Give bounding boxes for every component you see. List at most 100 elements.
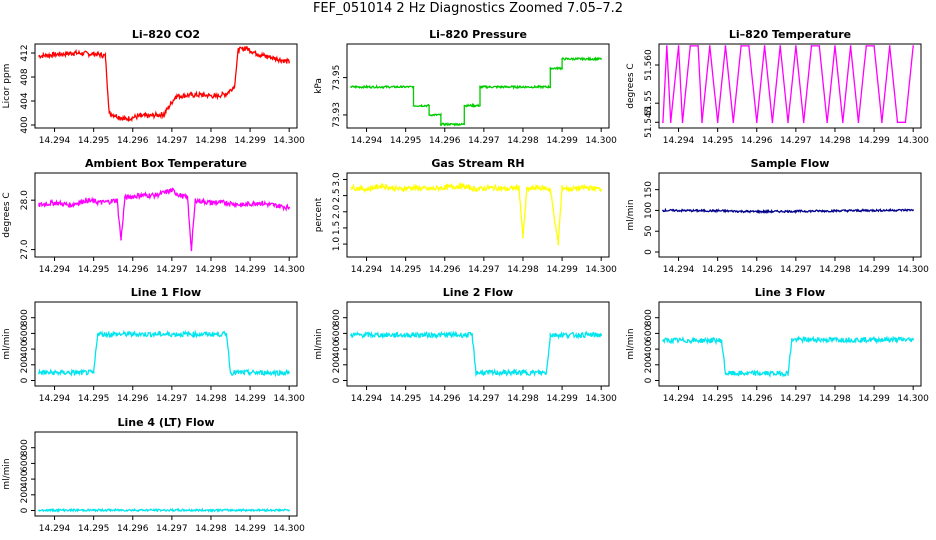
x-tick-label: 14.294 xyxy=(39,265,71,275)
x-tick-label: 14.297 xyxy=(156,394,188,404)
data-point xyxy=(763,45,766,47)
x-tick-label: 14.295 xyxy=(78,524,110,534)
y-axis-label: ml/min xyxy=(314,328,324,359)
data-point xyxy=(662,121,664,124)
y-tick-label: 800 xyxy=(20,439,30,456)
y-tick-label: 1.5 xyxy=(332,221,342,235)
data-point xyxy=(545,371,548,374)
x-tick-label: 14.300 xyxy=(585,136,617,146)
data-point xyxy=(350,186,352,189)
data-point xyxy=(561,58,563,60)
x-tick-label: 14.297 xyxy=(468,265,500,275)
data-point xyxy=(666,45,668,47)
x-tick-label: 14.295 xyxy=(390,265,422,275)
data-point xyxy=(904,121,907,124)
chart-title: Li–820 Pressure xyxy=(429,28,527,41)
data-point xyxy=(549,188,552,190)
y-tick-label: 200 xyxy=(644,356,654,373)
y-axis-label: ml/min xyxy=(626,199,636,230)
x-tick-label: 14.297 xyxy=(468,394,500,404)
chart-title: Line 2 Flow xyxy=(443,286,513,299)
plot-frame xyxy=(658,43,922,129)
data-point xyxy=(264,55,267,57)
data-point xyxy=(557,243,559,245)
data-point xyxy=(720,339,723,342)
data-point xyxy=(669,121,672,124)
data-point xyxy=(716,121,719,124)
data-point xyxy=(412,86,415,88)
page-title: FEF_051014 2 Hz Diagnostics Zoomed 7.05–… xyxy=(312,1,624,16)
data-point xyxy=(471,334,473,336)
data-point xyxy=(912,338,914,341)
data-point xyxy=(92,509,95,511)
data-point xyxy=(701,121,703,124)
y-tick-label: 2.5 xyxy=(332,188,342,202)
chart-title: Gas Stream RH xyxy=(431,157,524,170)
series-line xyxy=(350,182,602,246)
x-tick-label: 14.295 xyxy=(78,136,110,146)
y-tick-label: 51.545 xyxy=(644,107,654,139)
x-tick-label: 14.294 xyxy=(663,136,695,146)
data-point xyxy=(225,93,228,95)
x-tick-label: 14.295 xyxy=(390,136,422,146)
data-point xyxy=(85,199,87,201)
x-tick-label: 14.298 xyxy=(195,394,227,404)
y-tick-label: 0 xyxy=(644,249,654,255)
y-tick-label: 600 xyxy=(644,325,654,342)
x-tick-label: 14.296 xyxy=(117,265,149,275)
data-point xyxy=(881,121,883,124)
chart-title: Line 3 Flow xyxy=(755,286,825,299)
y-axis-label: degrees C xyxy=(626,63,636,108)
y-tick-label: 100 xyxy=(644,202,654,219)
data-point xyxy=(561,67,563,70)
x-tick-label: 14.297 xyxy=(156,136,188,146)
y-tick-label: 0 xyxy=(20,507,30,513)
x-tick-label: 14.296 xyxy=(429,136,461,146)
y-axis-label: percent xyxy=(314,197,324,232)
data-point xyxy=(755,121,758,124)
data-point xyxy=(38,371,40,374)
series-line xyxy=(350,330,602,378)
data-point xyxy=(561,186,563,189)
y-tick-label: 200 xyxy=(20,486,30,503)
y-tick-label: 800 xyxy=(20,309,30,326)
data-point xyxy=(412,104,415,107)
x-tick-label: 14.299 xyxy=(234,136,266,146)
y-tick-label: 50 xyxy=(644,225,654,237)
plot-frame xyxy=(658,172,922,258)
data-point xyxy=(724,45,727,47)
data-point xyxy=(600,334,602,336)
chart-panel-6: Sample Flow ml/min 14.294 14.295 14.296 14.29… xyxy=(626,157,929,275)
y-tick-label: 0 xyxy=(20,377,30,383)
x-tick-label: 14.297 xyxy=(780,394,812,404)
x-tick-label: 14.299 xyxy=(858,136,890,146)
data-point xyxy=(537,186,540,189)
y-axis-label: ml/min xyxy=(626,328,636,359)
data-point xyxy=(681,121,684,124)
x-tick-label: 14.294 xyxy=(39,394,71,404)
chart-title: Ambient Box Temperature xyxy=(85,157,247,170)
x-tick-label: 14.300 xyxy=(273,394,305,404)
series-line xyxy=(38,187,290,252)
x-tick-label: 14.298 xyxy=(195,524,227,534)
y-tick-label: 51.55 xyxy=(644,90,654,116)
x-tick-label: 14.300 xyxy=(273,136,305,146)
data-point xyxy=(225,201,228,204)
plot-frame xyxy=(658,301,922,387)
data-point xyxy=(237,49,240,51)
data-point xyxy=(174,95,177,97)
chart-panel-9: Line 3 Flow ml/min 14.294 14.295 14.296 14.29… xyxy=(626,286,929,404)
y-tick-label: 400 xyxy=(20,470,30,487)
data-point xyxy=(288,371,290,374)
data-point xyxy=(440,114,442,116)
data-point xyxy=(600,188,602,190)
y-tick-label: 800 xyxy=(332,309,342,326)
data-point xyxy=(272,204,275,206)
data-point xyxy=(841,121,844,124)
x-tick-label: 14.294 xyxy=(663,394,695,404)
data-point xyxy=(397,188,399,190)
data-point xyxy=(412,186,415,189)
x-tick-label: 14.298 xyxy=(819,394,851,404)
x-tick-label: 14.295 xyxy=(702,265,734,275)
x-tick-label: 14.300 xyxy=(585,265,617,275)
